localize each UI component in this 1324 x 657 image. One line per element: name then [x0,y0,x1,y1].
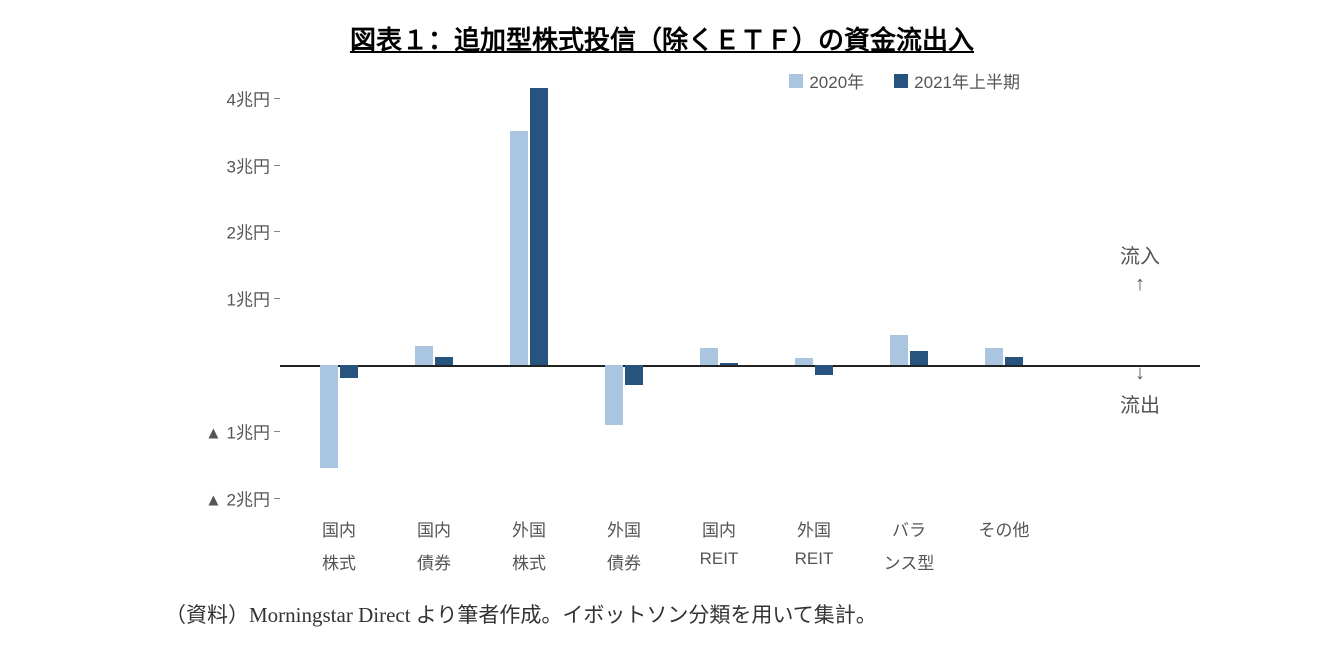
inflow-arrow: ↑ [1120,273,1160,296]
bar [720,363,738,364]
bar [530,88,548,365]
legend: 2020年 2021年上半期 [789,68,1020,93]
ytick-mark [274,298,280,299]
ytick-label: 3兆円 [227,152,270,177]
ytick-mark [274,498,280,499]
xtick-label: 国内債券 [394,516,474,574]
legend-label-2020: 2020年 [809,68,864,93]
bar [435,357,453,365]
bar [890,335,908,365]
legend-item-2021: 2021年上半期 [894,68,1020,93]
legend-swatch-2020 [789,74,803,88]
xtick-label: 外国株式 [489,516,569,574]
bar [1005,357,1023,365]
xtick-label: 国内株式 [299,516,379,574]
ytick-label: 4兆円 [227,86,270,111]
xtick-label: その他 [964,516,1044,541]
bar [605,365,623,425]
outflow-label: 流出 [1120,389,1160,418]
xtick-label: 外国REIT [774,516,854,569]
bar [985,348,1003,365]
legend-swatch-2021 [894,74,908,88]
bar [340,365,358,378]
inflow-annotation: 流入 ↑ [1120,240,1160,296]
bar [415,346,433,365]
inflow-label: 流入 [1120,240,1160,269]
bar [625,365,643,385]
ytick-mark [274,431,280,432]
ytick-mark [274,231,280,232]
chart-title: 図表１：追加型株式投信（除くＥＴＦ）の資金流出入 [0,20,1324,57]
ytick-label: 2兆円 [227,219,270,244]
ytick-label: 1兆円 [227,286,270,311]
zero-axis-line [280,365,1200,367]
outflow-annotation: ↓ 流出 [1120,362,1160,418]
ytick-label: ▲ 1兆円 [205,419,270,444]
ytick-mark [274,165,280,166]
xtick-label: 国内REIT [679,516,759,569]
plot-area: ▲ 2兆円▲ 1兆円1兆円2兆円3兆円4兆円国内株式国内債券外国株式外国債券国内… [280,98,1040,498]
bar [510,131,528,364]
outflow-arrow: ↓ [1120,362,1160,385]
ytick-label: ▲ 2兆円 [205,486,270,511]
xtick-label: 外国債券 [584,516,664,574]
source-note: （資料）Morningstar Direct より筆者作成。イボットソン分類を用… [165,599,877,629]
ytick-mark [274,98,280,99]
chart-area: 2020年 2021年上半期 ▲ 2兆円▲ 1兆円1兆円2兆円3兆円4兆円国内株… [280,98,1040,498]
legend-label-2021: 2021年上半期 [914,68,1020,93]
xtick-label: バランス型 [869,516,949,574]
bar [700,348,718,365]
bar [815,365,833,375]
legend-item-2020: 2020年 [789,68,864,93]
bar [795,358,813,365]
bar [910,351,928,364]
bar [320,365,338,468]
